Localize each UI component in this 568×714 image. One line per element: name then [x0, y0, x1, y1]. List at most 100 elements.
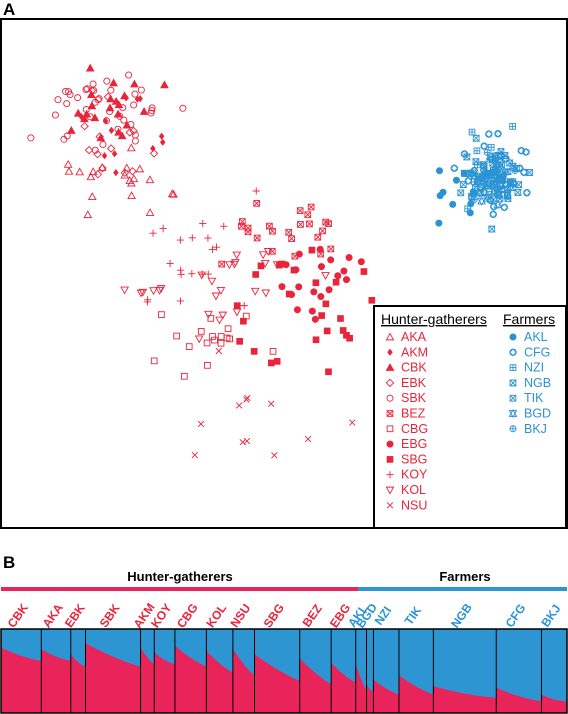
- point-ebk: [103, 92, 113, 102]
- population-block-bgd: [366, 629, 374, 713]
- point-bez: [307, 203, 315, 211]
- legend-marker-nsu: [386, 502, 394, 509]
- point-nzi: [509, 123, 516, 130]
- population-block-sbg: [254, 629, 300, 713]
- scatter-frame: [0, 18, 568, 529]
- point-sbk: [103, 77, 111, 85]
- point-ngb: [514, 181, 523, 189]
- legend-marker-ebg: [386, 440, 394, 448]
- point-ebg: [316, 245, 324, 253]
- legend-marker-nzi: [509, 364, 517, 371]
- point-sbk: [66, 91, 74, 99]
- point-bgd: [494, 189, 504, 199]
- point-bkj: [511, 166, 519, 174]
- point-bgd: [477, 196, 486, 206]
- point-sbg: [318, 312, 325, 319]
- point-akl: [439, 188, 447, 196]
- point-kol: [197, 271, 207, 280]
- population-block-cfg: [495, 629, 542, 713]
- population-block-ebg: [330, 629, 356, 713]
- point-cbk: [113, 109, 123, 118]
- point-bez: [253, 200, 261, 207]
- point-koy: [177, 270, 185, 279]
- point-akl: [436, 167, 444, 175]
- point-bez: [253, 234, 261, 242]
- legend-label-koy: KOY: [401, 468, 428, 482]
- pop-label-cfg: CFG: [503, 601, 529, 630]
- point-ebg: [310, 288, 318, 296]
- point-sbg: [308, 246, 316, 254]
- point-ebk: [95, 132, 104, 141]
- point-bez: [297, 221, 304, 228]
- point-ebg: [317, 293, 325, 301]
- population-block-kol: [205, 629, 233, 713]
- point-koy: [159, 225, 167, 233]
- point-sbk: [62, 87, 70, 95]
- point-nsu: [243, 437, 251, 445]
- point-ebk: [120, 168, 130, 178]
- point-cfg: [480, 142, 489, 151]
- legend-label-akl: AKL: [524, 330, 548, 344]
- point-cbk: [160, 80, 169, 89]
- legend-marker-bkj: [509, 425, 517, 433]
- legend-label-nzi: NZI: [524, 361, 544, 375]
- point-ngb: [460, 169, 469, 177]
- point-sbk: [148, 107, 156, 115]
- pop-label-cbk: CBK: [5, 601, 32, 631]
- point-kol: [156, 285, 166, 294]
- red-fraction: [433, 686, 497, 713]
- point-bkj: [481, 169, 489, 177]
- point-kol: [216, 287, 226, 295]
- point-kol: [321, 272, 330, 280]
- point-sbk: [27, 134, 35, 142]
- population-block-bez: [299, 629, 332, 713]
- point-koy: [149, 229, 157, 237]
- point-bez: [327, 245, 335, 253]
- legend-marker-cbk: [385, 363, 395, 371]
- point-bez: [269, 227, 276, 235]
- point-aka: [135, 164, 145, 173]
- point-akm: [123, 94, 129, 102]
- point-cbg: [185, 343, 193, 350]
- point-kol: [138, 288, 148, 297]
- point-koy: [208, 245, 216, 254]
- point-nzi: [468, 128, 476, 136]
- point-sbk: [63, 132, 71, 140]
- point-kol: [261, 289, 271, 298]
- legend-label-bgd: BGD: [524, 407, 551, 421]
- red-fraction: [366, 684, 374, 713]
- legend-marker-cbg: [386, 425, 394, 433]
- point-akm: [108, 126, 115, 134]
- red-fraction: [41, 649, 71, 713]
- point-aka: [63, 159, 73, 168]
- point-ebg: [295, 283, 303, 291]
- point-ngb: [500, 152, 509, 159]
- point-kol: [260, 259, 270, 268]
- population-block-nzi: [372, 629, 399, 713]
- point-kol: [258, 251, 268, 260]
- legend-marker-cfg: [509, 348, 517, 357]
- pop-label-sbk: SBK: [97, 601, 123, 630]
- point-cbg: [217, 339, 225, 347]
- point-bez: [244, 224, 252, 232]
- point-sbk: [89, 80, 97, 88]
- point-ebg: [345, 254, 353, 262]
- pop-label-tik: TIK: [402, 604, 425, 628]
- blue-fraction: [355, 629, 367, 713]
- point-bez: [306, 220, 313, 228]
- red-fraction: [541, 694, 567, 713]
- hunter-group-band: [1, 587, 358, 591]
- point-aka: [88, 167, 98, 176]
- point-cbk: [90, 113, 100, 122]
- legend-marker-kol: [385, 486, 395, 495]
- pop-label-bez: BEZ: [300, 602, 325, 630]
- point-kol: [211, 292, 221, 301]
- point-cbg: [211, 336, 218, 344]
- legend-hunter-title: Hunter-gatherers: [381, 311, 487, 327]
- point-cbg: [209, 333, 216, 340]
- point-koy: [188, 234, 196, 242]
- legend-farmer-title: Farmers: [503, 311, 555, 327]
- point-kol: [136, 289, 146, 298]
